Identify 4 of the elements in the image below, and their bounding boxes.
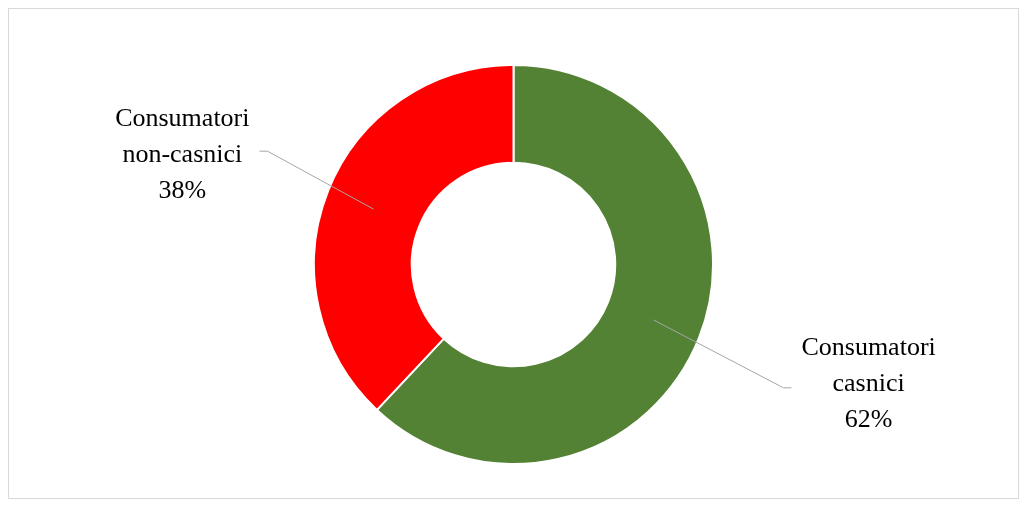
data-label: 62% — [844, 404, 893, 434]
slice-label: Consumatori non-casnici — [115, 102, 250, 168]
data-label: 38% — [158, 174, 207, 204]
slice-label: Consumatori casnici — [801, 332, 936, 398]
